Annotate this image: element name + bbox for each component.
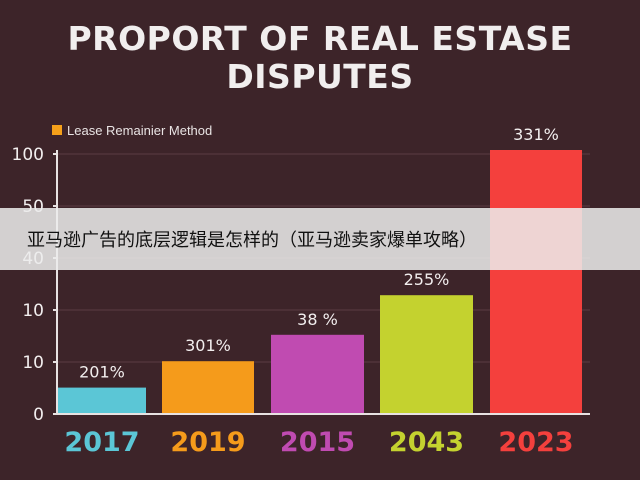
- legend-swatch: [52, 125, 62, 135]
- category-label: 2023: [498, 427, 573, 458]
- data-label: 301%: [185, 336, 231, 355]
- category-labels: 2017 2019 2015 2043 2023: [64, 427, 573, 458]
- legend: Lease Remainier Method: [52, 122, 212, 138]
- y-tick-labels: 010104050100: [12, 145, 57, 425]
- category-label: 2015: [280, 427, 355, 458]
- category-label: 2043: [389, 427, 464, 458]
- bar-2023: [490, 150, 582, 414]
- data-label: 331%: [513, 125, 559, 144]
- chart-title: PROPORT OF REAL ESTASE DISPUTES: [0, 20, 640, 96]
- chart-title-line-2: DISPUTES: [226, 57, 414, 96]
- data-label: 201%: [79, 363, 125, 382]
- bar-2017: [58, 387, 146, 414]
- category-label: 2019: [170, 427, 245, 458]
- bar-2043: [380, 295, 473, 414]
- data-label: 38 %: [297, 310, 338, 329]
- y-tick-label: 10: [22, 353, 44, 373]
- data-label: 255%: [404, 270, 450, 289]
- data-labels: 201% 301% 38 % 255% 331%: [79, 125, 559, 382]
- bar-2015: [271, 334, 364, 414]
- chart-title-line-1: PROPORT OF REAL ESTASE: [67, 19, 573, 58]
- legend-label: Lease Remainier Method: [67, 122, 213, 138]
- banner-text: 亚马逊广告的底层逻辑是怎样的（亚马逊卖家爆单攻略）: [27, 230, 477, 251]
- y-tick-label: 0: [33, 405, 44, 425]
- bar-2019: [162, 361, 254, 414]
- overlay-banner: 亚马逊广告的底层逻辑是怎样的（亚马逊卖家爆单攻略）: [0, 208, 640, 270]
- bars: [58, 150, 582, 414]
- y-tick-label: 10: [22, 301, 44, 321]
- category-label: 2017: [64, 427, 139, 458]
- y-tick-label: 100: [12, 145, 44, 165]
